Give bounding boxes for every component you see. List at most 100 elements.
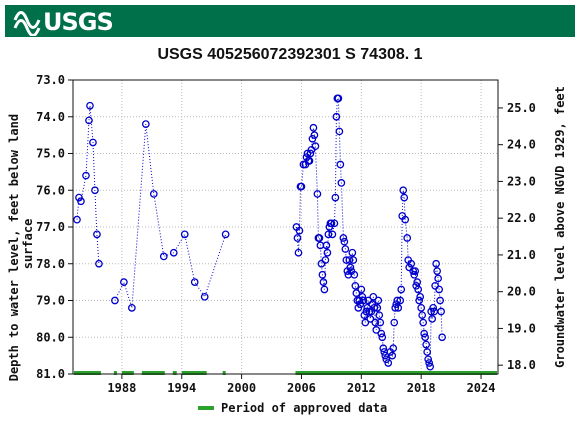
- data-point: [422, 340, 431, 349]
- data-point: [429, 303, 438, 312]
- data-point: [308, 134, 317, 143]
- data-point: [359, 296, 368, 305]
- data-point: [373, 303, 382, 312]
- data-point: [415, 296, 424, 305]
- y-left-tick-label: 81.0: [36, 367, 65, 381]
- data-point: [339, 234, 348, 242]
- y-right-tick-label: 25.0: [507, 101, 536, 115]
- data-point: [412, 281, 421, 290]
- data-point: [414, 285, 423, 294]
- data-points: [73, 94, 446, 371]
- y-axis-left-label-line-1: Depth to water level, feet below land: [7, 114, 21, 381]
- data-point: [111, 296, 119, 305]
- data-point: [180, 230, 189, 239]
- y-left-tick-label: 79.0: [36, 294, 65, 308]
- y-left-tick-label: 78.0: [36, 257, 65, 271]
- data-point: [354, 303, 363, 312]
- groundwater-chart: USGS 405256072392301 S 74308. 1 1988 1994…: [7, 46, 567, 415]
- data-point: [420, 329, 429, 338]
- series-line: [76, 97, 443, 367]
- data-point: [319, 278, 328, 286]
- data-point: [396, 296, 405, 305]
- data-point: [358, 292, 367, 301]
- data-point: [349, 256, 358, 264]
- data-point: [413, 278, 422, 286]
- y-right-tick-label: 19.0: [507, 321, 536, 335]
- data-point: [350, 270, 359, 279]
- data-point: [221, 230, 230, 239]
- data-point: [91, 186, 99, 195]
- legend-approved-label: Period of approved data: [221, 401, 387, 415]
- data-point: [357, 285, 366, 294]
- data-point: [421, 333, 430, 342]
- data-point: [426, 362, 435, 371]
- data-point: [400, 193, 409, 202]
- data-point: [334, 94, 343, 103]
- data-point: [366, 315, 375, 323]
- data-point: [169, 248, 178, 257]
- data-point: [311, 142, 320, 151]
- chart-title: USGS 405256072392301 S 74308. 1: [157, 46, 422, 63]
- data-point: [200, 292, 209, 301]
- x-tick-label: 1988: [107, 381, 136, 395]
- data-point: [305, 157, 314, 165]
- data-point: [432, 259, 440, 268]
- data-point: [427, 307, 436, 316]
- data-point: [323, 248, 332, 257]
- data-point: [388, 351, 397, 360]
- data-point: [315, 234, 324, 242]
- data-point: [346, 263, 355, 272]
- data-point: [393, 296, 402, 305]
- data-point: [397, 285, 406, 294]
- data-point: [416, 292, 425, 301]
- data-point: [336, 160, 345, 169]
- data-point: [322, 241, 331, 250]
- data-point: [428, 315, 437, 323]
- data-point: [306, 149, 315, 158]
- data-point: [433, 267, 441, 275]
- data-point: [190, 278, 199, 286]
- data-point: [425, 359, 434, 367]
- data-point: [389, 344, 398, 353]
- data-point: [82, 171, 90, 180]
- data-point: [93, 230, 101, 239]
- y-left-tick-label: 76.0: [36, 183, 65, 197]
- x-tick-label: 2024: [467, 381, 496, 395]
- data-point: [371, 318, 380, 327]
- data-point: [368, 300, 377, 309]
- data-point: [309, 123, 318, 132]
- data-point: [297, 182, 306, 191]
- data-point: [352, 289, 361, 297]
- data-point: [293, 234, 302, 242]
- data-point: [320, 285, 329, 294]
- data-point: [417, 303, 426, 312]
- y-right-tick-label: 20.0: [507, 285, 536, 299]
- y-axis-left: 73.0 74.0 75.0 76.0 77.0 78.0 79.0 80.0 81.0: [36, 73, 73, 381]
- data-point: [410, 270, 419, 279]
- data-point: [159, 252, 168, 261]
- y-axis-left-label-line-2: surface: [21, 219, 35, 270]
- x-tick-label: 2006: [287, 381, 316, 395]
- y-left-tick-label: 77.0: [36, 220, 65, 234]
- data-point: [407, 259, 416, 268]
- y-right-tick-label: 21.0: [507, 248, 536, 262]
- data-point: [403, 234, 412, 242]
- data-point: [376, 318, 385, 327]
- data-point: [435, 285, 443, 294]
- grid: [73, 79, 498, 375]
- data-point: [391, 303, 400, 312]
- data-point: [348, 248, 357, 257]
- x-tick-label: 1994: [167, 381, 196, 395]
- data-point: [85, 116, 93, 125]
- data-point: [321, 256, 330, 264]
- data-point: [325, 223, 334, 231]
- data-point: [437, 307, 445, 316]
- data-point: [370, 303, 379, 312]
- data-point: [424, 355, 433, 364]
- data-point: [345, 256, 354, 264]
- data-point: [89, 138, 97, 147]
- logo-text: USGS: [43, 8, 113, 36]
- data-point: [390, 318, 399, 327]
- y-left-tick-label: 80.0: [36, 330, 65, 344]
- y-right-tick-label: 23.0: [507, 174, 536, 188]
